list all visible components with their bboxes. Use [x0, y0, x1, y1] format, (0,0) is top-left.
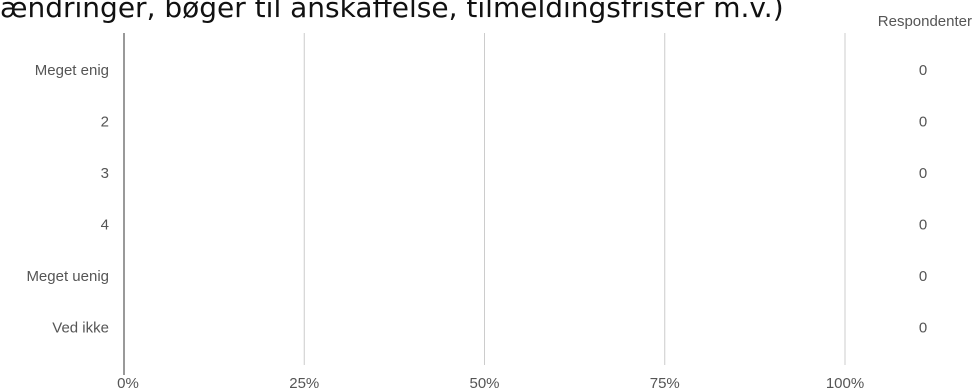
respondents-header: Respondenter [877, 13, 972, 30]
category-label: 4 [101, 217, 109, 234]
respondent-count: 0 [919, 165, 927, 182]
x-tick-label: 75% [650, 375, 680, 392]
chart-title: ændringer, bøger til anskaffelse, tilmel… [0, 0, 784, 24]
x-tick-label: 25% [289, 375, 319, 392]
respondent-count: 0 [919, 217, 927, 234]
x-tick-label: 0% [117, 375, 139, 392]
x-tick-label: 50% [469, 375, 499, 392]
x-tick-label: 100% [826, 375, 864, 392]
respondent-count: 0 [919, 62, 927, 79]
respondent-count: 0 [919, 268, 927, 285]
category-label: Meget uenig [26, 268, 109, 285]
respondent-count: 0 [919, 114, 927, 131]
category-label: Meget enig [35, 62, 109, 79]
category-label: 2 [101, 114, 109, 131]
respondent-count: 0 [919, 320, 927, 337]
category-label: 3 [101, 165, 109, 182]
category-label: Ved ikke [52, 320, 109, 337]
